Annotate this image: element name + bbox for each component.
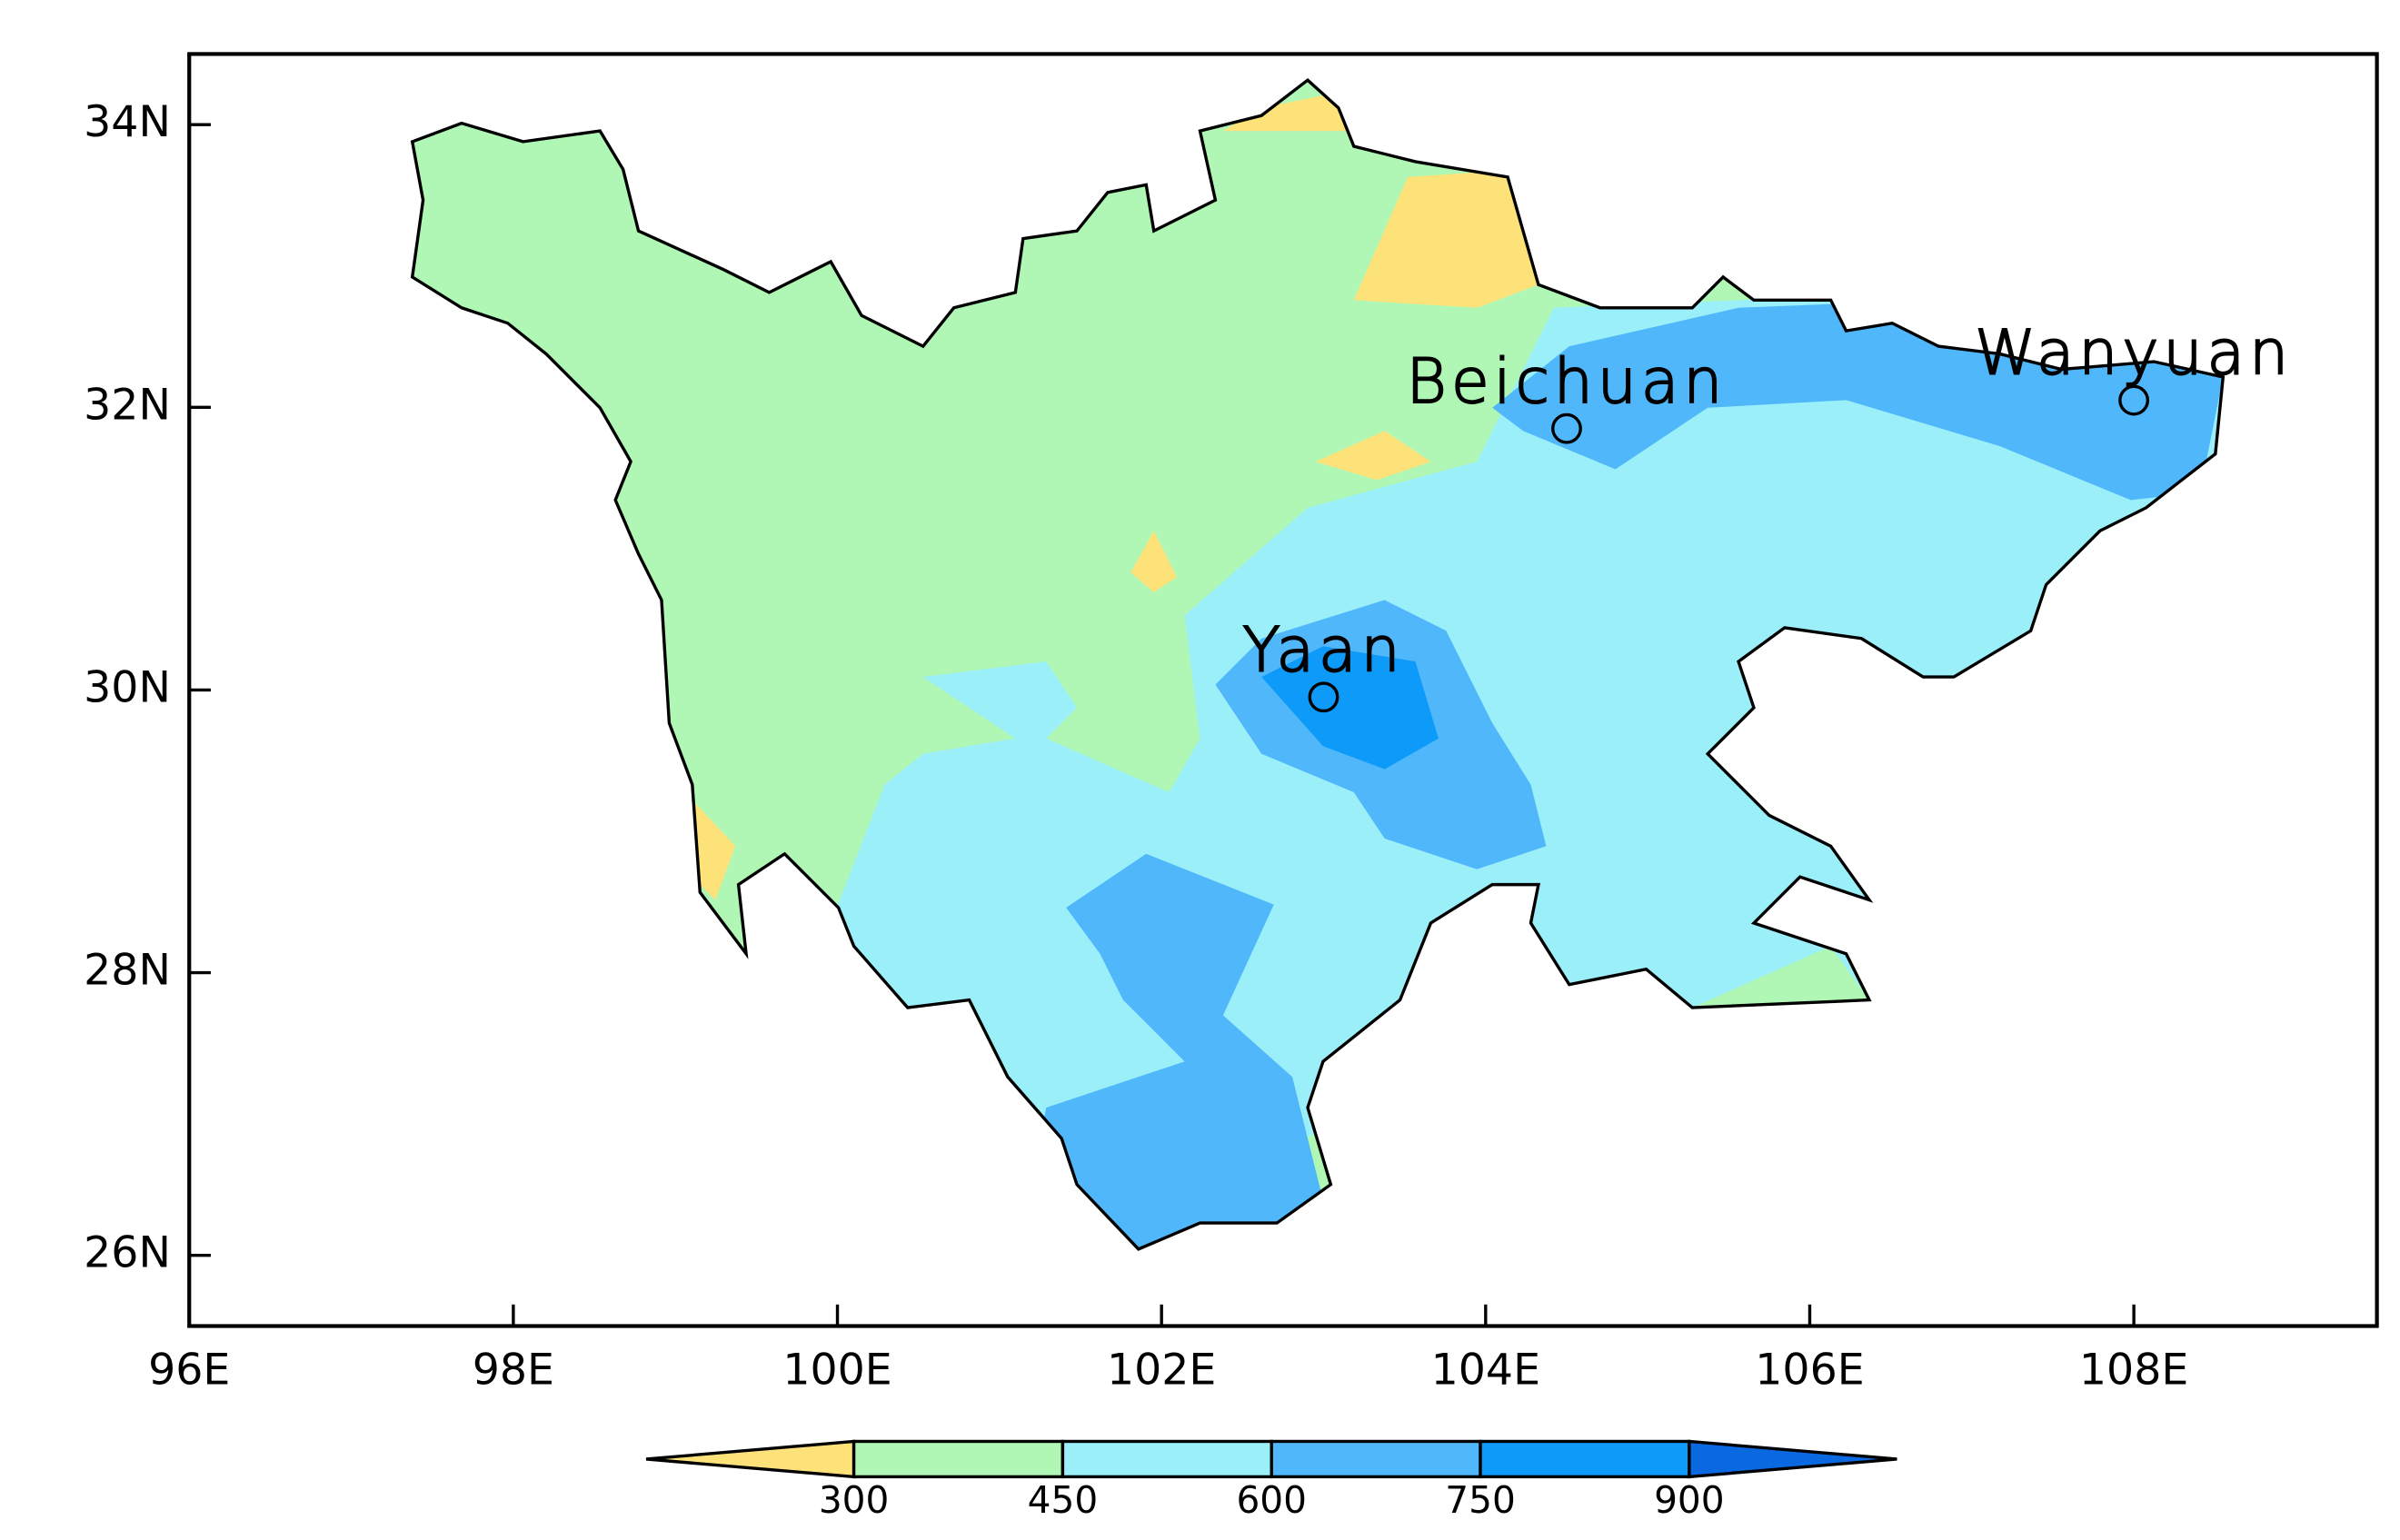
y-tick-label: 32N [84,380,171,430]
colorbar-segment [1061,1439,1273,1479]
colorbar-label: 450 [1028,1478,1099,1522]
y-tick-label: 30N [84,662,171,712]
colorbar-segment [1270,1439,1482,1479]
station-label: Wanyuan [1975,317,2293,389]
colorbar-segment [1688,1439,1897,1479]
y-tick-label: 28N [84,946,171,996]
x-tick-label: 98E [473,1345,554,1395]
x-tick-label: 108E [2079,1345,2188,1395]
contour-region [1692,946,1869,1008]
station-label: Beichuan [1407,345,1728,417]
contour-region [1315,431,1431,481]
province-outline [410,78,2226,1251]
contour-region [1130,531,1178,592]
colorbar-label: 600 [1236,1478,1307,1522]
contour-region [1015,853,1339,1249]
x-tick-label: 104E [1431,1345,1540,1395]
x-tick-label: 106E [1755,1345,1864,1395]
colorbar-label: 300 [819,1478,890,1522]
colorbar-label: 900 [1654,1478,1725,1522]
station-marker [2118,384,2150,416]
x-tick-label: 100E [782,1345,891,1395]
colorbar-label: 750 [1445,1478,1516,1522]
x-tick-label: 102E [1107,1345,1216,1395]
station-label: Yaan [1242,613,1404,685]
colorbar-segment [1479,1439,1691,1479]
colorbar-segment [851,1439,1065,1479]
colorbar-segment [645,1439,856,1479]
y-tick-label: 26N [84,1228,171,1278]
y-tick-label: 34N [84,97,171,147]
x-tick-label: 96E [148,1345,230,1395]
station-marker [1551,412,1582,444]
contour-region [1261,646,1439,770]
station-marker [1308,681,1339,713]
contour-region [1353,169,1539,308]
contour-region [692,800,736,900]
contour-region [1222,92,1347,132]
